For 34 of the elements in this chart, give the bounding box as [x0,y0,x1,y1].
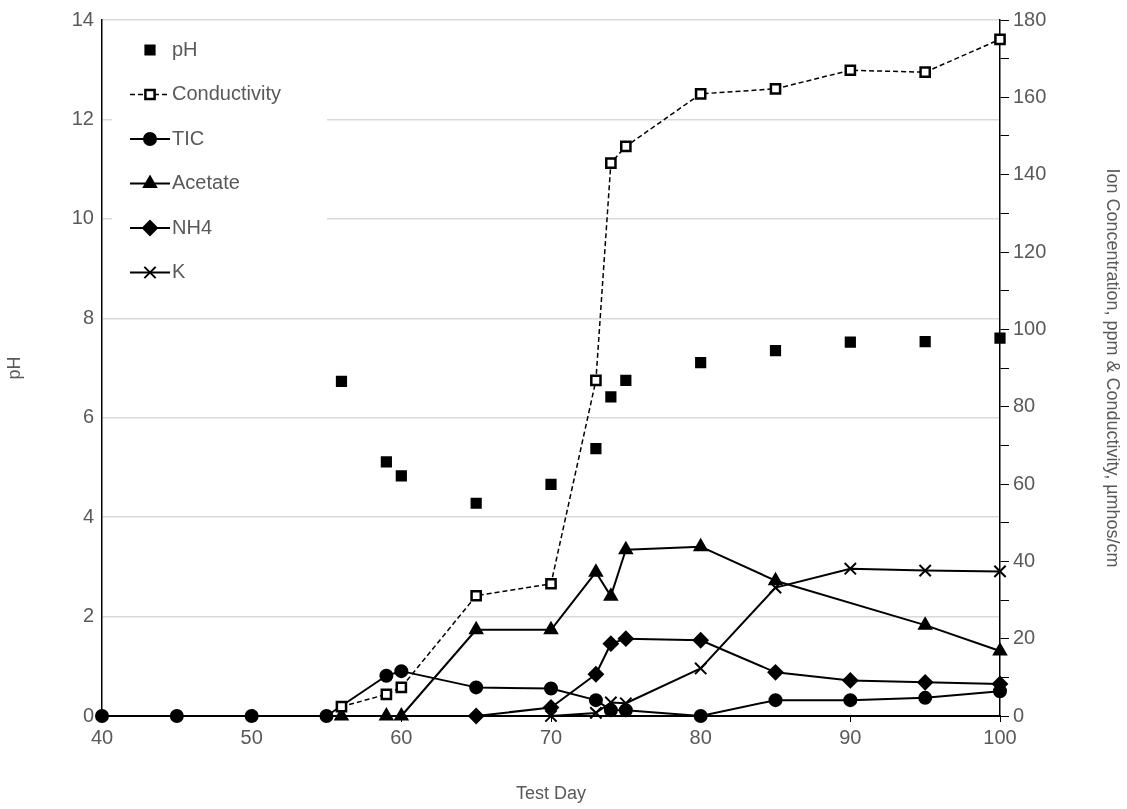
y-tick-label: 14 [71,7,94,30]
x-tick-label: 40 [90,725,114,748]
y2-tick-label: 140 [1013,162,1047,185]
y2-tick-label: 40 [1013,548,1036,571]
x-axis-title: Test Day [515,783,587,804]
y-tick-label: 10 [71,206,94,229]
legend-label: pH [172,37,198,60]
x-tick-label: 60 [390,725,413,748]
y2-tick-label: 0 [1013,703,1025,726]
legend-label: Conductivity [172,82,281,105]
x-tick-label: 100 [983,725,1017,748]
x-tick-label: 50 [240,725,263,748]
x-tick-label: 90 [839,725,862,748]
legend-label: TIC [172,126,205,149]
y-axis-title: pH [3,356,24,380]
y-tick-label: 8 [82,305,94,328]
legend-label: Acetate [172,171,240,194]
y-tick-label: 4 [82,504,94,527]
y-tick-label: 12 [71,106,94,129]
y-tick-label: 2 [82,604,94,627]
x-tick-label: 80 [689,725,712,748]
y2-axis-title: Ion Concentration, ppm & Conductivity, µmhos/cm [1103,168,1124,568]
y2-tick-label: 100 [1013,316,1047,339]
y2-tick-label: 80 [1013,394,1036,417]
y-tick-label: 0 [82,703,94,726]
y2-tick-label: 160 [1013,84,1047,107]
legend-label: K [172,260,186,283]
y2-tick-label: 20 [1013,626,1036,649]
y2-tick-label: 180 [1013,7,1047,30]
y2-tick-label: 60 [1013,471,1036,494]
x-tick-label: 70 [539,725,563,748]
y-tick-label: 6 [82,405,94,428]
legend-label: NH4 [172,215,213,238]
y2-tick-label: 120 [1013,239,1047,262]
